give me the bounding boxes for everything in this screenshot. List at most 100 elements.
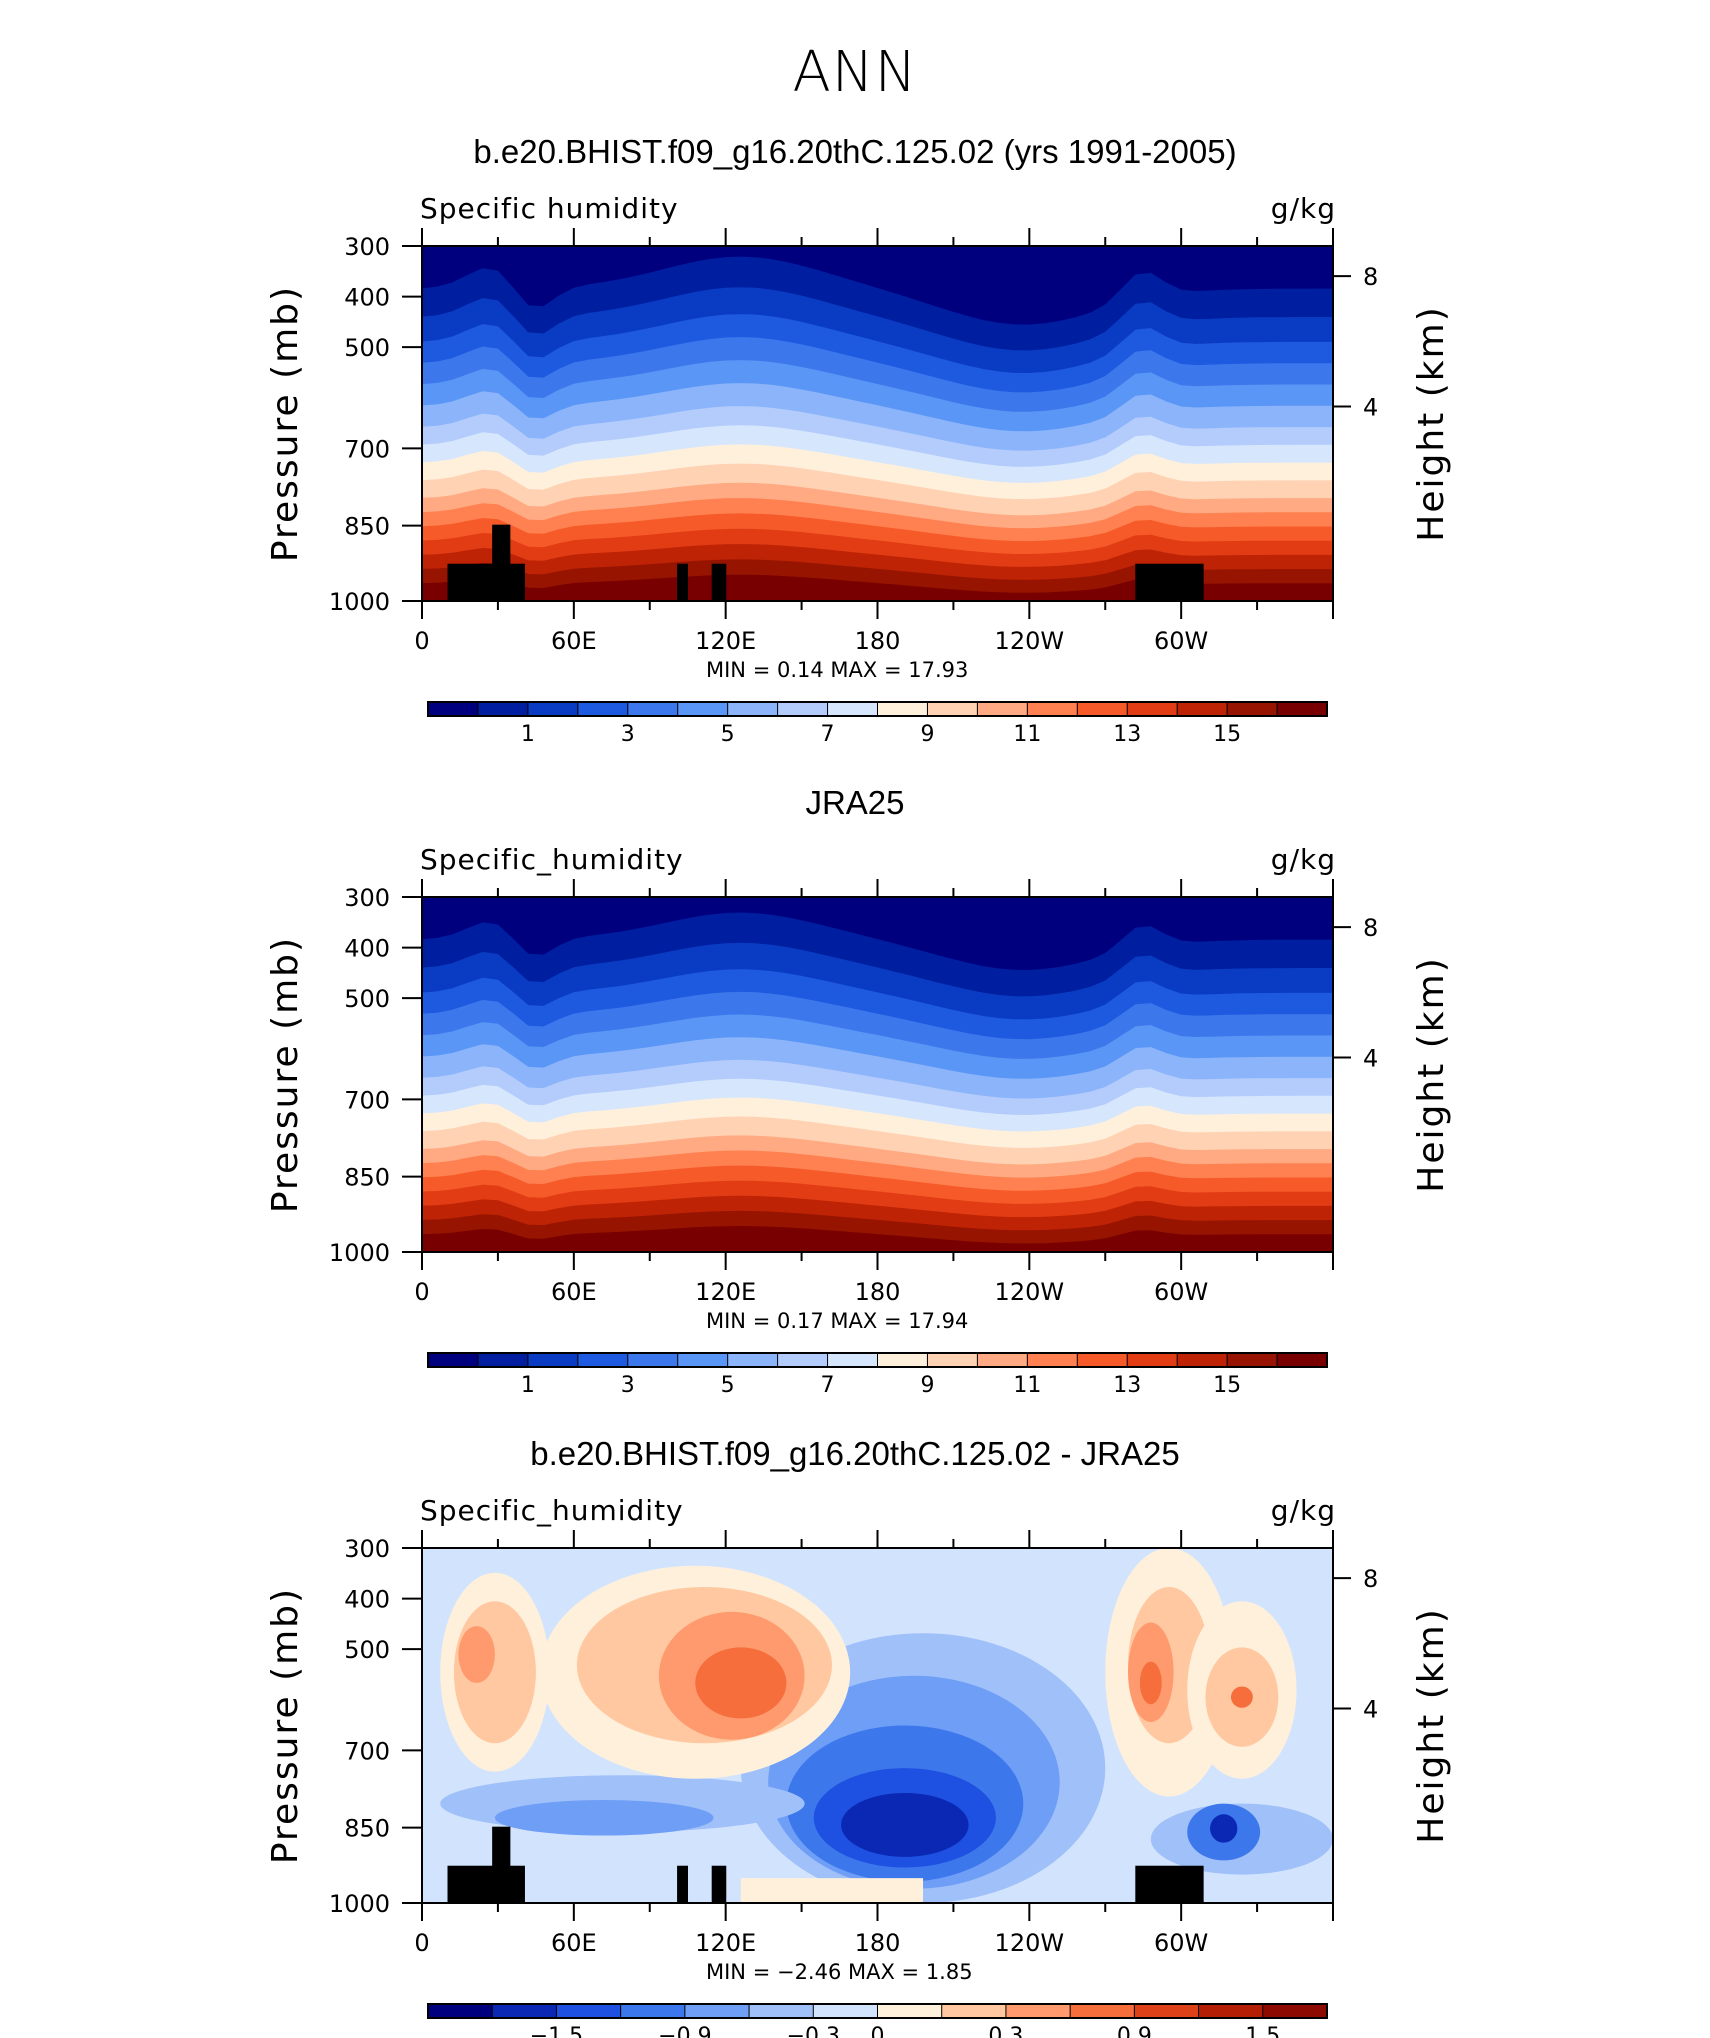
colorbar-label: 11 [1013, 1373, 1041, 1398]
panel-2-colorbar: 1 3 5 7 9 11 13 15 [427, 1352, 1328, 1398]
colorbar-swatch [1026, 1352, 1079, 1368]
colorbar-swatch [684, 2003, 751, 2019]
y-tick-label: 300 [344, 233, 390, 261]
y-tick-label: 500 [344, 985, 390, 1013]
panel-2-title: JRA25 [805, 784, 905, 821]
y-tick-label: 850 [344, 1164, 390, 1192]
y-tick-label: 850 [344, 1815, 390, 1843]
y-tick-label: 300 [344, 1535, 390, 1563]
x-tick-label: 0 [414, 627, 429, 655]
colorbar-swatch [1176, 701, 1229, 717]
panel-1-colorbar: 1 3 5 7 9 11 13 15 [427, 701, 1328, 747]
colorbar-swatch [1226, 701, 1279, 717]
colorbar-swatch [577, 1352, 629, 1368]
y-axis-label: Pressure (mb) [265, 936, 306, 1213]
units-label: g/kg [1271, 1494, 1336, 1527]
panel-1-plot [422, 246, 1333, 602]
colorbar-swatch [827, 701, 879, 717]
y-axis-label-right: Height (km) [1411, 956, 1452, 1192]
colorbar-frame [427, 1352, 1328, 1368]
x-tick-label: 120W [995, 627, 1065, 655]
panel-2-field [422, 897, 1333, 1252]
variable-label: Specific_humidity [420, 843, 684, 876]
y-tick-label: 1000 [329, 1890, 390, 1918]
colorbar-swatch [877, 701, 929, 717]
y-tick-label: 1000 [329, 588, 390, 616]
panel-3-colorbar: −1.5 −0.9 −0.3 0 0.3 0.9 1.5 [427, 2003, 1329, 2038]
min-max-stats: MIN = −2.46 MAX = 1.85 [706, 1960, 973, 1984]
colorbar-label: 13 [1113, 722, 1141, 747]
colorbar-swatch [427, 2003, 494, 2019]
colorbar-swatch [1262, 2003, 1329, 2019]
colorbar-label: 9 [920, 1373, 934, 1398]
x-tick-label: 120W [995, 1929, 1065, 1957]
colorbar-label: 1.5 [1245, 2024, 1280, 2038]
topography-mask [447, 1826, 1204, 1904]
x-tick-label: 120E [695, 627, 756, 655]
colorbar-swatch [1026, 701, 1079, 717]
panel-2-plot [422, 897, 1333, 1252]
variable-label: Specific humidity [420, 192, 679, 225]
colorbar-swatch [677, 701, 729, 717]
colorbar-label: 1 [521, 1373, 535, 1398]
x-tick-label: 120W [995, 1278, 1065, 1306]
x-tick-label: 60E [551, 1278, 597, 1306]
y-axis-label-right: Height (km) [1411, 1607, 1452, 1843]
y-tick-label: 850 [344, 513, 390, 541]
colorbar-label: 3 [621, 722, 635, 747]
y-tick-label: 1000 [329, 1239, 390, 1267]
panel-3-field [422, 1548, 1333, 1903]
colorbar-swatch [477, 1352, 529, 1368]
y-right-tick-label: 4 [1363, 393, 1378, 421]
colorbar-swatch [577, 701, 629, 717]
colorbar-swatch [1069, 2003, 1136, 2019]
y-right-tick-label: 4 [1363, 1695, 1378, 1723]
colorbar-label: 15 [1213, 722, 1241, 747]
colorbar-swatch [941, 2003, 1007, 2019]
y-tick-label: 700 [344, 1737, 390, 1765]
colorbar-swatch [1276, 1352, 1328, 1368]
colorbar-swatch [491, 2003, 558, 2019]
x-tick-label: 180 [855, 1929, 901, 1957]
variable-label: Specific_humidity [420, 1494, 684, 1527]
panel-1-axes: 0 60E 120E 180 120W 60W 300 400 500 700 850 1000 8 4 S… [265, 192, 1452, 682]
colorbar-swatch [1176, 1352, 1229, 1368]
x-tick-label: 60E [551, 1929, 597, 1957]
colorbar-swatch [527, 1352, 579, 1368]
y-tick-label: 400 [344, 1586, 390, 1614]
colorbar-label: 1 [521, 722, 535, 747]
x-tick-label: 120E [695, 1278, 756, 1306]
colorbar-swatch [1126, 701, 1179, 717]
colorbar-swatch [777, 1352, 829, 1368]
y-right-tick-label: 4 [1363, 1044, 1378, 1072]
colorbar-label: 0.3 [988, 2024, 1023, 2038]
min-max-stats: MIN = 0.14 MAX = 17.93 [706, 658, 968, 682]
y-axis-label-right: Height (km) [1411, 305, 1452, 541]
x-tick-label: 60W [1154, 627, 1208, 655]
colorbar-swatch [1276, 701, 1328, 717]
colorbar-frame [427, 2003, 1328, 2019]
colorbar-swatch [1076, 1352, 1129, 1368]
x-tick-label: 60W [1154, 1929, 1208, 1957]
panel-3-plot [422, 1548, 1333, 1904]
colorbar-swatch [477, 701, 529, 717]
x-tick-label: 0 [414, 1278, 429, 1306]
colorbar-swatch [1198, 2003, 1264, 2019]
colorbar-swatch [427, 701, 479, 717]
panel-2-axes: 0 60E 120E 180 120W 60W 300 400 500 700 850 1000 8 4 S… [265, 843, 1452, 1333]
colorbar-swatch [777, 701, 829, 717]
y-tick-label: 400 [344, 935, 390, 963]
colorbar-swatch [976, 1352, 1029, 1368]
colorbar-swatch [1126, 1352, 1179, 1368]
units-label: g/kg [1271, 192, 1336, 225]
panel-1-title: b.e20.BHIST.f09_g16.20thC.125.02 (yrs 19… [473, 133, 1237, 170]
x-tick-label: 180 [855, 627, 901, 655]
colorbar-swatch [1226, 1352, 1279, 1368]
y-right-tick-label: 8 [1363, 263, 1378, 291]
colorbar-swatch [727, 701, 779, 717]
y-tick-label: 500 [344, 1636, 390, 1664]
y-tick-label: 700 [344, 435, 390, 463]
colorbar-label: 15 [1213, 1373, 1241, 1398]
colorbar-swatch [727, 1352, 779, 1368]
colorbar-label: 13 [1113, 1373, 1141, 1398]
